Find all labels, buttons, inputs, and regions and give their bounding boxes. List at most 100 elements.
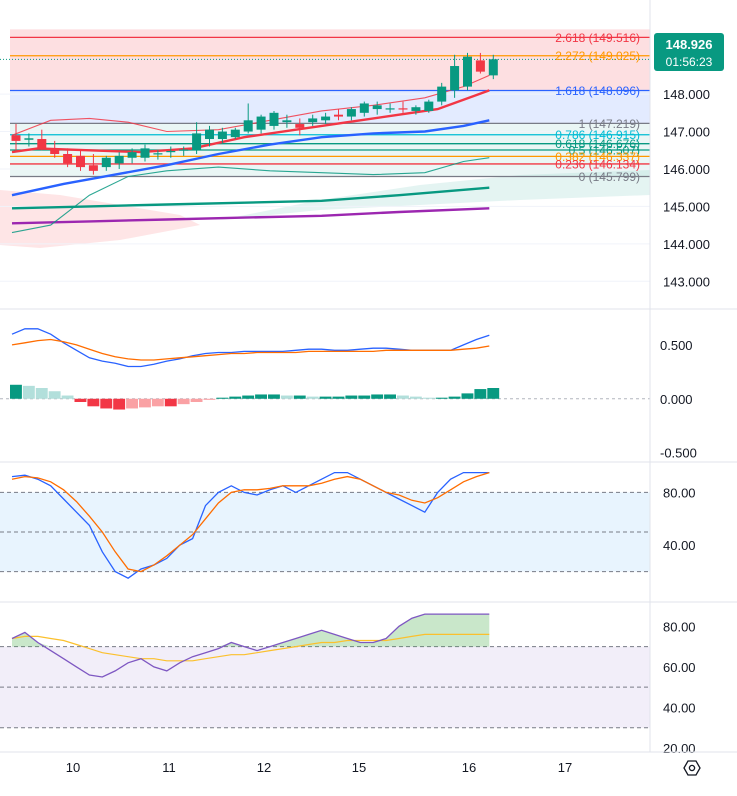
candle[interactable] (346, 107, 356, 121)
candle[interactable] (359, 101, 369, 117)
candle[interactable] (205, 125, 214, 147)
candle-body (321, 116, 331, 121)
rsi-axis-label: 60.00 (663, 660, 696, 675)
candle-body (282, 120, 292, 123)
candle[interactable] (450, 54, 460, 98)
candle-body (385, 108, 395, 110)
candle[interactable] (398, 101, 408, 113)
macd-histogram-bar (409, 396, 422, 399)
candle[interactable] (295, 118, 305, 136)
fib-level-label: 0.786 (146.915) (555, 128, 640, 142)
candle[interactable] (11, 124, 21, 151)
candle[interactable] (372, 101, 382, 115)
macd-histogram-bar (126, 398, 138, 409)
candle-body (101, 157, 111, 168)
moving-average-line (11, 157, 490, 234)
macd-histogram-bar (384, 394, 396, 399)
fib-level-label: 2.618 (149.516) (555, 31, 640, 45)
candle-body (153, 153, 163, 155)
macd-histogram-bar (280, 395, 293, 399)
candle[interactable] (63, 148, 73, 168)
candle[interactable] (475, 52, 485, 74)
moving-average-line (11, 89, 490, 154)
hexagon-gear-icon (683, 760, 701, 776)
candle[interactable] (114, 152, 124, 169)
candle[interactable] (166, 146, 176, 158)
macd-histogram-bar (61, 395, 74, 399)
candle-body (217, 131, 227, 140)
candle[interactable] (282, 114, 292, 128)
candle[interactable] (50, 140, 60, 158)
candle[interactable] (424, 99, 434, 113)
macd-histogram-bar (151, 398, 164, 407)
candle-body (114, 155, 124, 164)
candle[interactable] (88, 154, 98, 175)
candle[interactable] (24, 133, 34, 147)
candle[interactable] (76, 150, 85, 171)
macd-histogram-bar (164, 398, 177, 407)
rsi-overbought-fill (12, 614, 490, 647)
candle-body (243, 120, 253, 132)
candle[interactable] (217, 127, 227, 143)
candle[interactable] (385, 103, 395, 113)
candle[interactable] (153, 150, 163, 160)
rsi-axis-label: 20.00 (663, 741, 696, 756)
candle-body (11, 135, 21, 141)
macd-histogram-bar (74, 398, 87, 402)
candle-body (24, 138, 34, 140)
candle[interactable] (463, 52, 472, 91)
candle[interactable] (256, 114, 266, 134)
macd-histogram-bar (100, 398, 113, 409)
macd-histogram-bar (87, 398, 100, 407)
candle[interactable] (179, 146, 189, 156)
candle-body (308, 118, 318, 123)
candle-body (359, 103, 369, 113)
candle[interactable] (101, 155, 111, 171)
candle[interactable] (243, 103, 253, 134)
candle[interactable] (334, 109, 343, 121)
candle-body (295, 124, 305, 128)
macd-histogram-bar (216, 397, 229, 399)
candle[interactable] (127, 148, 137, 164)
macd-histogram-bar (139, 398, 151, 408)
macd-panel (0, 328, 650, 410)
last-price: 148.926 (666, 37, 713, 52)
settings-icon[interactable] (683, 760, 701, 776)
price-axis-label: 143.000 (663, 274, 710, 289)
candle[interactable] (269, 110, 279, 130)
candle-body (463, 56, 472, 87)
macd-histogram-bar (242, 395, 255, 399)
macd-histogram-bar (190, 398, 203, 402)
price-axis-label: 144.000 (663, 237, 710, 252)
moving-average-line (11, 119, 490, 197)
macd-histogram-bar (448, 396, 461, 399)
macd-axis-label: 0.500 (660, 338, 693, 353)
fib-level-label: 1.618 (148.096) (555, 84, 640, 98)
price-axis-label: 146.000 (663, 162, 710, 177)
candle[interactable] (230, 127, 240, 140)
candle[interactable] (488, 54, 498, 80)
candle[interactable] (37, 129, 47, 151)
candle[interactable] (411, 105, 421, 115)
candle[interactable] (140, 144, 150, 162)
candle-body (127, 152, 137, 158)
stoch-k-line (11, 471, 490, 579)
candle[interactable] (437, 82, 447, 106)
time-axis-label: 15 (352, 760, 366, 775)
macd-histogram-bar (268, 394, 280, 399)
candle-body (334, 114, 343, 117)
macd-histogram-bar (10, 384, 22, 399)
candle[interactable] (321, 112, 331, 125)
macd-histogram-bar (306, 396, 319, 399)
candle-body (205, 129, 214, 140)
candle-body (411, 107, 421, 111)
rsi-axis-label: 80.00 (663, 619, 696, 634)
moving-average-line (11, 186, 490, 210)
price-badge-bg (654, 33, 724, 71)
candle[interactable] (308, 114, 318, 126)
gear-center (688, 764, 696, 772)
macd-histogram-bar (422, 397, 435, 399)
candle[interactable] (192, 122, 202, 154)
